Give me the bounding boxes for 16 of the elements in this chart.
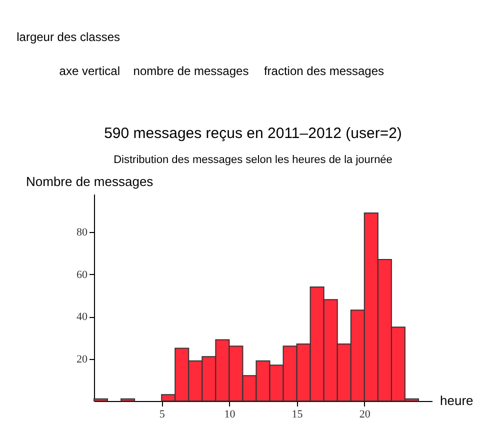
chart-subtitle: Distribution des messages selon les heures de la journée — [114, 154, 392, 166]
text: axe vertical — [59, 64, 120, 78]
y-tick-label: 80 — [76, 226, 88, 239]
chart-title: 590 messages reçus en 2011–2012 (user=2) — [104, 125, 402, 142]
x-axis-title: heure — [440, 393, 474, 408]
y-axis-title: Nombre de messages — [26, 174, 154, 189]
x-tick-label: 10 — [224, 408, 236, 420]
text: fraction des messages — [264, 64, 384, 78]
x-tick-label: 5 — [159, 408, 166, 420]
y-tick-label: 20 — [76, 353, 88, 366]
x-tick-label: 20 — [359, 408, 371, 420]
x-tick-label: 15 — [292, 408, 304, 420]
y-tick-label: 40 — [76, 311, 88, 324]
text: nombre de messages — [133, 64, 249, 78]
text: largeur des classes — [16, 30, 120, 44]
y-tick-label: 60 — [76, 268, 88, 281]
